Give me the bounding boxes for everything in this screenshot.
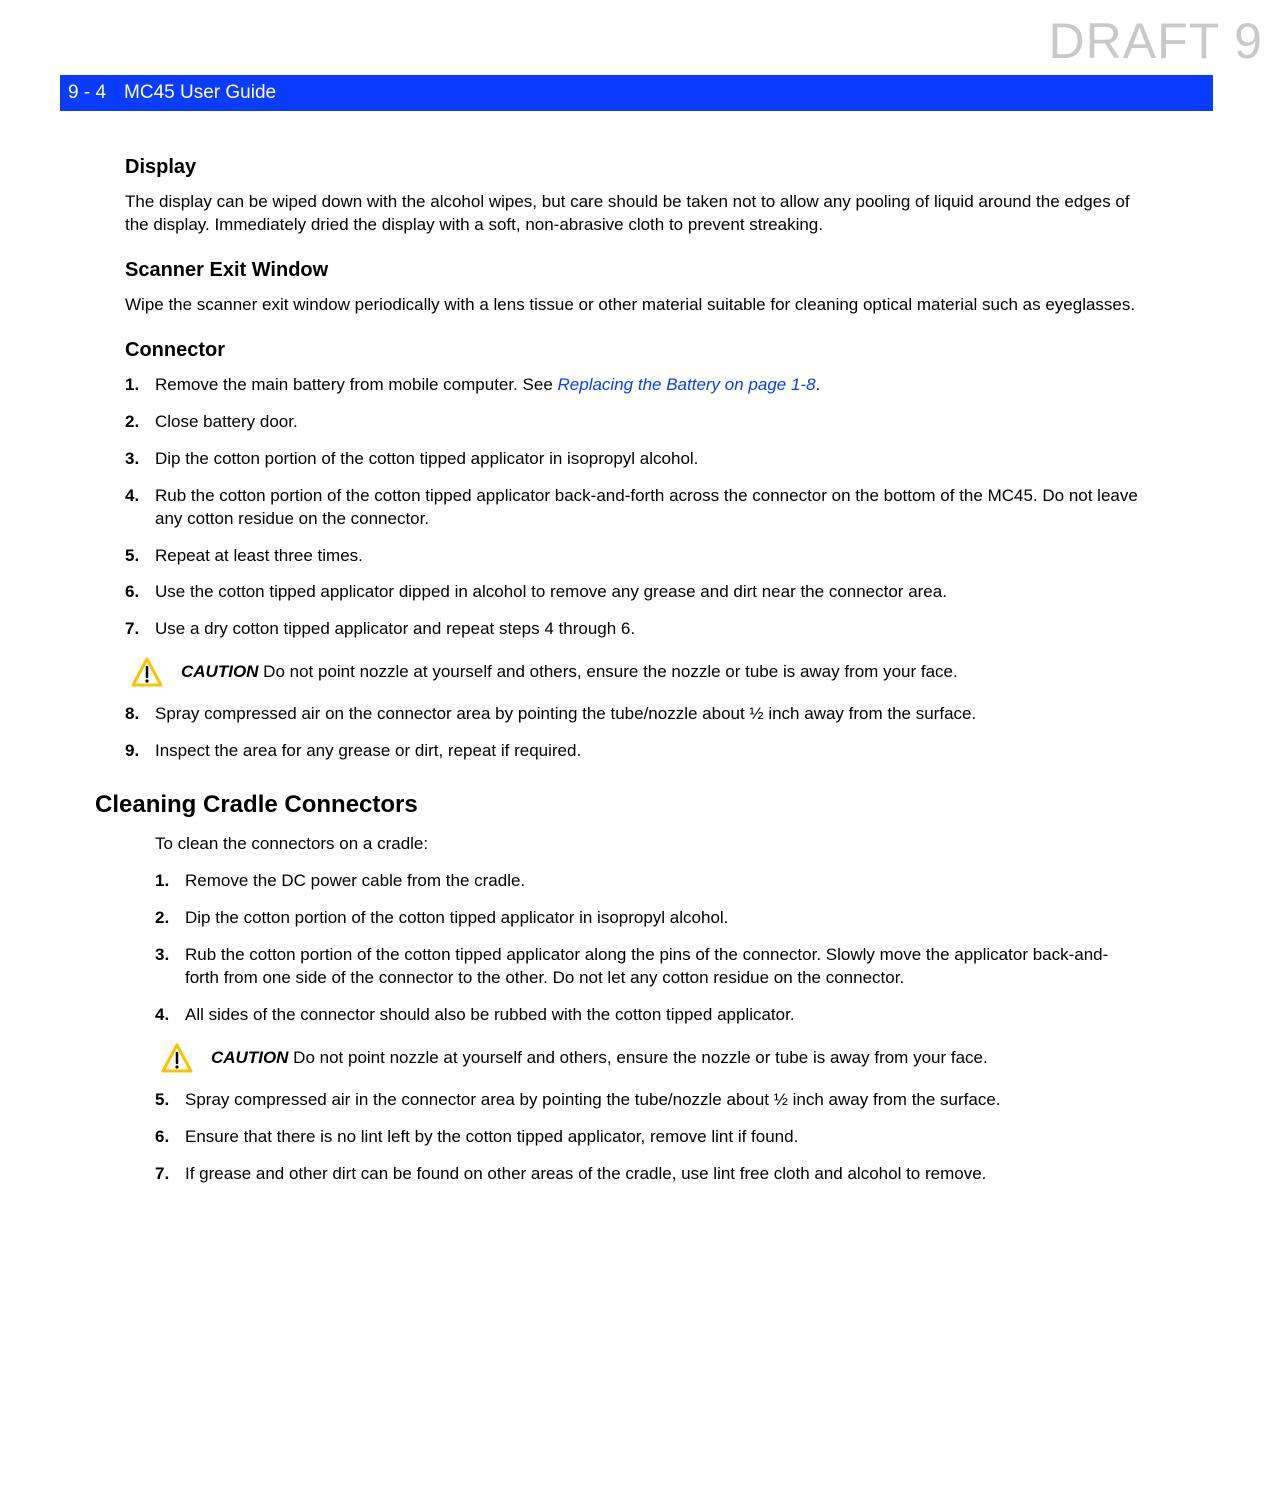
doc-title: MC45 User Guide <box>124 82 276 104</box>
section-display: Display The display can be wiped down wi… <box>125 156 1140 237</box>
page-number: 9 - 4 <box>68 82 106 104</box>
list-item: Spray compressed air in the connector ar… <box>155 1089 1140 1112</box>
connector-steps-b: Spray compressed air on the connector ar… <box>125 703 1140 763</box>
list-item: Close battery door. <box>125 411 1140 434</box>
list-item: Spray compressed air on the connector ar… <box>125 703 1140 726</box>
list-item: Remove the main battery from mobile comp… <box>125 374 1140 397</box>
cradle-intro: To clean the connectors on a cradle: <box>155 833 1140 856</box>
list-item: Remove the DC power cable from the cradl… <box>155 870 1140 893</box>
text-scanner: Wipe the scanner exit window periodicall… <box>125 294 1140 317</box>
warning-icon <box>161 1043 193 1073</box>
list-item: Inspect the area for any grease or dirt,… <box>125 740 1140 763</box>
cradle-steps-b: Spray compressed air in the connector ar… <box>155 1089 1140 1186</box>
list-item: Ensure that there is no lint left by the… <box>155 1126 1140 1149</box>
connector-steps-a: Remove the main battery from mobile comp… <box>125 374 1140 642</box>
list-item: Rub the cotton portion of the cotton tip… <box>155 944 1140 990</box>
list-item: Rub the cotton portion of the cotton tip… <box>125 485 1140 531</box>
caution-text-2: CAUTION Do not point nozzle at yourself … <box>211 1047 988 1069</box>
draft-watermark: DRAFT 9 <box>1049 12 1263 70</box>
section-cradle: To clean the connectors on a cradle: Rem… <box>155 833 1140 1185</box>
caution-2: CAUTION Do not point nozzle at yourself … <box>161 1043 1140 1073</box>
list-item: Use a dry cotton tipped applicator and r… <box>125 618 1140 641</box>
list-item: Repeat at least three times. <box>125 545 1140 568</box>
heading-cradle: Cleaning Cradle Connectors <box>95 791 1140 819</box>
cradle-steps-a: Remove the DC power cable from the cradl… <box>155 870 1140 1027</box>
list-item: Dip the cotton portion of the cotton tip… <box>125 448 1140 471</box>
caution-text-1: CAUTION Do not point nozzle at yourself … <box>181 661 958 683</box>
text-display: The display can be wiped down with the a… <box>125 191 1140 237</box>
list-item: If grease and other dirt can be found on… <box>155 1163 1140 1186</box>
list-item: Dip the cotton portion of the cotton tip… <box>155 907 1140 930</box>
cross-ref-link[interactable]: Replacing the Battery on page 1-8 <box>558 375 816 394</box>
heading-display: Display <box>125 156 1140 179</box>
list-item: Use the cotton tipped applicator dipped … <box>125 581 1140 604</box>
heading-connector: Connector <box>125 339 1140 362</box>
section-scanner: Scanner Exit Window Wipe the scanner exi… <box>125 259 1140 317</box>
warning-icon <box>131 657 163 687</box>
page-header: 9 - 4 MC45 User Guide <box>60 75 1213 111</box>
list-item: All sides of the connector should also b… <box>155 1004 1140 1027</box>
page-content: Display The display can be wiped down wi… <box>125 150 1140 1200</box>
section-connector: Connector Remove the main battery from m… <box>125 339 1140 763</box>
caution-1: CAUTION Do not point nozzle at yourself … <box>131 657 1140 687</box>
heading-scanner: Scanner Exit Window <box>125 259 1140 282</box>
